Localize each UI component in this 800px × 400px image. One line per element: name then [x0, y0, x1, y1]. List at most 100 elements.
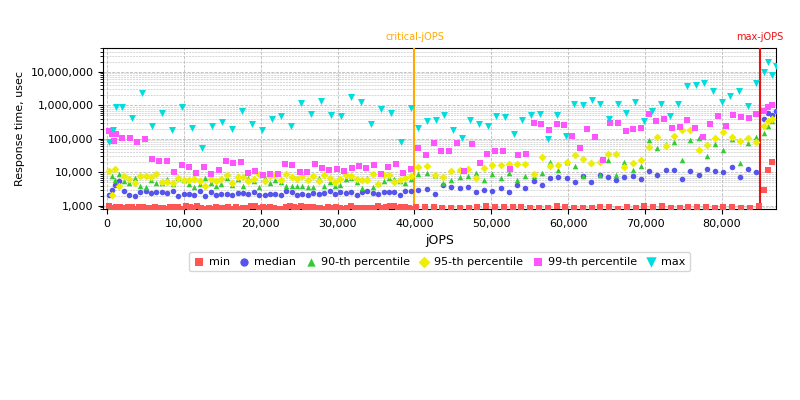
median	[470, 188, 482, 195]
Legend: min, median, 90-th percentile, 95-th percentile, 99-th percentile, max: min, median, 90-th percentile, 95-th per…	[189, 252, 690, 271]
min	[372, 203, 385, 210]
99-th percentile	[704, 120, 717, 127]
median	[577, 173, 590, 179]
max	[166, 127, 178, 133]
median	[280, 188, 293, 194]
90-th percentile	[398, 180, 411, 186]
min	[118, 205, 130, 211]
95-th percentile	[242, 178, 255, 184]
95-th percentile	[470, 174, 482, 181]
95-th percentile	[123, 176, 136, 182]
90-th percentile	[372, 180, 385, 186]
90-th percentile	[377, 178, 390, 185]
99-th percentile	[450, 140, 463, 146]
99-th percentile	[581, 126, 594, 133]
95-th percentile	[667, 133, 680, 139]
median	[112, 177, 125, 184]
99-th percentile	[308, 161, 321, 167]
90-th percentile	[552, 167, 565, 174]
max	[586, 97, 598, 103]
max	[724, 92, 737, 99]
median	[372, 191, 385, 198]
99-th percentile	[596, 157, 609, 164]
median	[486, 188, 499, 194]
max	[246, 121, 258, 127]
95-th percentile	[231, 174, 244, 180]
median	[676, 176, 689, 182]
90-th percentile	[709, 140, 722, 147]
90-th percentile	[312, 175, 325, 181]
95-th percentile	[535, 154, 548, 160]
median	[345, 189, 358, 195]
min	[498, 204, 510, 210]
max	[374, 106, 387, 112]
median	[350, 192, 363, 199]
95-th percentile	[296, 173, 309, 180]
99-th percentile	[175, 162, 188, 168]
median	[134, 188, 146, 195]
95-th percentile	[312, 178, 325, 185]
99-th percentile	[719, 123, 732, 129]
median	[155, 188, 168, 195]
90-th percentile	[742, 140, 754, 146]
median	[494, 184, 507, 191]
min	[306, 204, 319, 210]
median	[109, 182, 122, 188]
min	[682, 204, 694, 210]
max	[314, 98, 327, 104]
min	[202, 204, 215, 211]
min	[621, 204, 634, 210]
min	[152, 204, 165, 211]
90-th percentile	[428, 172, 441, 178]
95-th percentile	[258, 177, 271, 184]
95-th percentile	[150, 171, 163, 178]
95-th percentile	[139, 172, 152, 179]
min	[287, 204, 300, 210]
99-th percentile	[750, 111, 762, 117]
95-th percentile	[420, 163, 433, 169]
99-th percentile	[742, 114, 755, 121]
99-th percentile	[106, 130, 118, 137]
min	[664, 205, 677, 211]
99-th percentile	[227, 159, 240, 166]
max	[611, 101, 624, 107]
99-th percentile	[535, 121, 548, 127]
99-th percentile	[474, 160, 486, 166]
95-th percentile	[355, 177, 368, 184]
90-th percentile	[445, 176, 458, 183]
min	[237, 205, 250, 211]
min	[568, 204, 581, 211]
99-th percentile	[427, 139, 440, 146]
90-th percentile	[355, 184, 368, 191]
min	[194, 204, 207, 211]
median	[204, 189, 217, 196]
min	[318, 205, 330, 212]
95-th percentile	[264, 173, 277, 180]
median	[139, 188, 152, 194]
95-th percentile	[659, 143, 672, 149]
90-th percentile	[198, 175, 211, 181]
max	[325, 112, 338, 118]
min	[603, 204, 616, 210]
99-th percentile	[138, 135, 151, 142]
min	[226, 206, 238, 212]
min	[612, 205, 625, 212]
median	[334, 189, 346, 196]
max	[534, 111, 546, 117]
min	[345, 203, 358, 210]
90-th percentile	[264, 180, 277, 186]
90-th percentile	[437, 180, 450, 186]
95-th percentile	[329, 179, 342, 185]
min	[410, 204, 422, 210]
90-th percentile	[750, 134, 762, 140]
median	[585, 179, 598, 186]
min	[283, 203, 296, 209]
99-th percentile	[249, 168, 262, 174]
median	[618, 174, 631, 180]
90-th percentile	[329, 183, 342, 189]
max	[550, 112, 563, 118]
90-th percentile	[610, 172, 622, 179]
99-th percentile	[419, 152, 432, 158]
90-th percentile	[182, 180, 195, 187]
90-th percentile	[758, 130, 770, 136]
